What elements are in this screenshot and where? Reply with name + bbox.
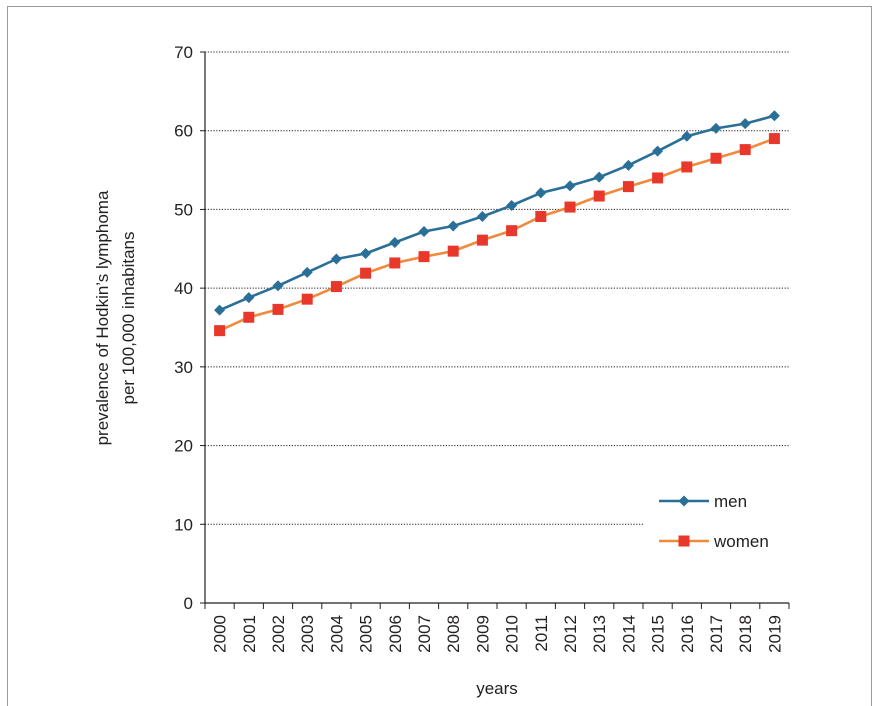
x-tick-label: 2019 — [765, 615, 784, 653]
y-tick-label: 10 — [174, 515, 193, 534]
y-tick-label: 0 — [184, 594, 193, 613]
series-women — [214, 133, 780, 337]
x-tick-label: 2005 — [357, 615, 376, 653]
legend: men women — [659, 492, 769, 551]
data-point-women — [214, 325, 226, 337]
x-tick-label: 2012 — [561, 615, 580, 653]
data-point-women — [652, 172, 664, 184]
x-tick-label: 2014 — [619, 615, 638, 653]
y-axis-label-line2: per 100,000 inhabitans — [119, 232, 138, 405]
x-tick-label: 2008 — [444, 615, 463, 653]
data-point-women — [272, 303, 284, 315]
data-point-men — [447, 220, 459, 232]
data-point-men — [622, 159, 634, 171]
series-men — [214, 110, 780, 316]
x-tick-label: 2007 — [415, 615, 434, 653]
data-point-men — [301, 266, 313, 278]
legend-label-women: women — [713, 532, 769, 551]
x-tick-label: 2010 — [503, 615, 522, 653]
y-axis-label: prevalence of Hodkin’s lymphoma — [93, 190, 112, 445]
series-line-men — [219, 114, 775, 312]
data-point-women — [768, 133, 780, 145]
data-point-women — [681, 161, 693, 173]
data-point-men — [535, 187, 547, 199]
x-tick-label: 2018 — [736, 615, 755, 653]
y-tick-label: 70 — [174, 43, 193, 62]
x-tick-label: 2000 — [211, 615, 230, 653]
data-point-women — [593, 190, 605, 202]
x-tick-label: 2017 — [707, 615, 726, 653]
x-tick-label: 2011 — [532, 615, 551, 652]
data-point-men — [506, 199, 518, 211]
x-tick-label: 2016 — [678, 615, 697, 653]
x-tick-label: 2004 — [327, 615, 346, 653]
data-point-men — [214, 304, 226, 316]
data-point-men — [360, 248, 372, 260]
data-point-women — [476, 234, 488, 246]
y-tick-label: 50 — [174, 200, 193, 219]
x-tick-label: 2009 — [473, 615, 492, 653]
y-tick-label: 40 — [174, 279, 193, 298]
data-point-men — [389, 236, 401, 248]
data-point-women — [739, 144, 751, 156]
x-tick-label: 2013 — [590, 615, 609, 653]
legend-marker-men — [678, 495, 690, 507]
data-point-women — [301, 293, 313, 305]
data-point-men — [768, 110, 780, 122]
data-point-women — [535, 211, 547, 223]
data-point-men — [476, 211, 488, 223]
data-point-women — [710, 152, 722, 164]
legend-marker-women — [678, 535, 690, 547]
y-axis-ticks: 0 10 20 30 40 50 60 70 — [174, 43, 205, 613]
x-tick-label: 2001 — [240, 615, 259, 653]
data-point-women — [622, 181, 634, 193]
data-point-men — [681, 130, 693, 142]
data-point-women — [447, 245, 459, 257]
data-point-men — [564, 180, 576, 192]
data-point-men — [330, 253, 342, 265]
data-point-women — [243, 311, 255, 323]
data-point-women — [418, 251, 430, 263]
data-point-women — [330, 281, 342, 293]
data-point-women — [506, 225, 518, 237]
x-axis-label: years — [476, 679, 518, 698]
data-point-women — [564, 201, 576, 213]
x-tick-label: 2003 — [298, 615, 317, 653]
data-point-men — [243, 292, 255, 304]
data-point-men — [652, 145, 664, 157]
y-tick-label: 20 — [174, 437, 193, 456]
data-point-men — [710, 122, 722, 134]
x-tick-label: 2015 — [649, 615, 668, 653]
data-point-men — [593, 171, 605, 183]
legend-label-men: men — [714, 492, 747, 511]
x-axis-ticks: 2000 2001 2002 2003 2004 2005 2006 2007 2008 2009… — [204, 603, 790, 653]
x-tick-label: 2006 — [386, 615, 405, 653]
x-tick-label: 2002 — [269, 615, 288, 653]
gridlines — [205, 51, 789, 525]
y-tick-label: 30 — [174, 358, 193, 377]
data-point-men — [418, 225, 430, 237]
series-group — [214, 110, 780, 337]
data-point-women — [360, 267, 372, 279]
y-tick-label: 60 — [174, 122, 193, 141]
data-point-men — [272, 280, 284, 292]
chart-frame — [7, 6, 872, 706]
data-point-men — [739, 118, 751, 130]
data-point-women — [389, 257, 401, 269]
